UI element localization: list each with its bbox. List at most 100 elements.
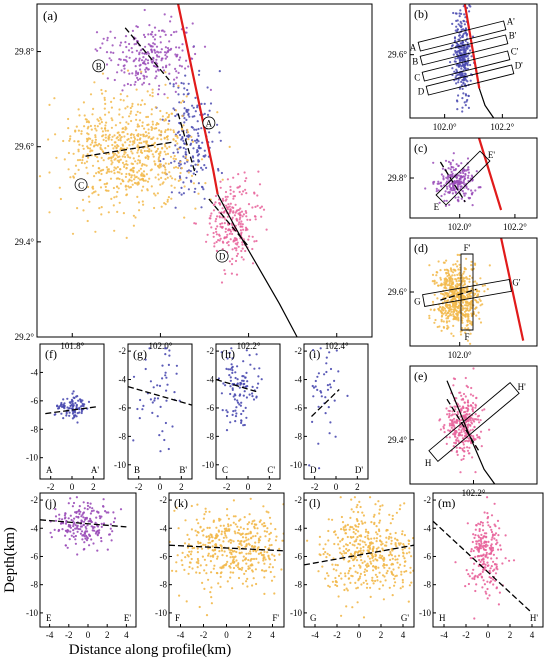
panel-b-point [467, 57, 470, 60]
depth-point [477, 550, 480, 553]
depth-point [350, 508, 353, 511]
depth-point [82, 501, 85, 504]
panel-d-point [468, 303, 471, 306]
depth-point [477, 522, 480, 525]
depth-point [66, 546, 69, 549]
depth-point [497, 534, 500, 537]
panel-c-point [462, 179, 465, 182]
panel-a-point [136, 162, 139, 165]
depth-point [357, 523, 360, 526]
depth-point [196, 551, 199, 554]
depth-point [242, 394, 245, 397]
panel-e-point [454, 408, 457, 411]
panel-e-point [445, 407, 448, 410]
y-axis-title: Depth(km) [2, 527, 18, 593]
panel-a-point [93, 175, 96, 178]
panel-a-point [188, 115, 191, 118]
panel-d-point [470, 312, 473, 315]
panel-a-point [86, 153, 89, 156]
depth-point [352, 531, 355, 534]
panel-a-point [122, 212, 125, 215]
depth-point [235, 412, 238, 415]
panel-a-point [148, 150, 151, 153]
panel-a-point [179, 146, 182, 149]
depth-point [252, 535, 255, 538]
panel-a-point [101, 92, 104, 95]
depth-point [323, 373, 326, 376]
depth-point [183, 542, 187, 545]
cluster-fit-line [124, 27, 170, 81]
depth-point [90, 525, 93, 528]
panel-d-point [468, 274, 471, 278]
panel-d-point [461, 301, 465, 304]
depth-point [275, 535, 278, 538]
panel-c-point [462, 181, 465, 184]
panel-a-point [174, 144, 177, 147]
depth-point [256, 386, 259, 389]
panel-a-point [142, 174, 145, 177]
panel-e-point [462, 441, 465, 444]
panel-e-point [469, 419, 472, 422]
panel-a-point [164, 145, 167, 148]
depth-point [230, 363, 233, 366]
panel-d-point [475, 290, 478, 293]
depth-point [478, 544, 481, 547]
panel-a-point [182, 155, 185, 158]
panel-a-point [104, 113, 107, 116]
panel-d-point [458, 279, 461, 282]
depth-point [340, 614, 343, 617]
panel-d-point [463, 291, 466, 294]
panel-a-point [110, 117, 113, 120]
panel-a-point [147, 157, 150, 160]
panel-a-point [218, 131, 221, 134]
panel-d-point [446, 275, 449, 278]
panel-d-point [454, 289, 457, 292]
panel-d-point [466, 277, 469, 280]
panel-d-point [444, 309, 447, 313]
panel-d-point [455, 286, 458, 289]
x-tick-label: -4 [46, 630, 54, 640]
panel-a-point [166, 96, 169, 99]
depth-point [205, 614, 209, 617]
panel-b-point [459, 9, 462, 12]
panel-a-point [160, 59, 163, 62]
depth-point [82, 520, 86, 523]
panel-d-point [446, 315, 450, 318]
panel-a-point [152, 136, 155, 139]
panel-a-point [118, 58, 121, 61]
depth-point [308, 524, 310, 526]
panel-a-point [84, 118, 87, 121]
depth-fit-line [303, 544, 415, 566]
panel-a-point [128, 72, 131, 75]
depth-point [195, 561, 198, 564]
depth-point [289, 551, 291, 553]
panel-a-point [137, 147, 140, 150]
depth-point [227, 540, 230, 543]
panel-b-point [464, 31, 467, 34]
panel-c-point [454, 191, 457, 194]
panel-a-point [130, 136, 133, 139]
panel-c-point [447, 167, 450, 170]
panel-a-point [97, 167, 100, 170]
panel-e-point [474, 404, 478, 407]
panel-c-point [452, 152, 455, 155]
panel-a-point [103, 98, 106, 101]
depth-point [385, 541, 388, 544]
depth-point [278, 547, 281, 551]
depth-point [399, 587, 402, 590]
panel-d-point [473, 294, 476, 297]
panel-a-point [182, 93, 185, 96]
depth-point [328, 554, 331, 557]
panel-a-point [178, 46, 181, 49]
depth-point [381, 549, 385, 552]
panel-d-point [464, 304, 467, 307]
depth-point [225, 536, 228, 539]
panel-a-point [164, 129, 167, 132]
panel-a-point [156, 68, 160, 71]
depth-point [269, 531, 272, 535]
depth-point [260, 569, 264, 572]
panel-a-point [91, 192, 94, 195]
panel-d-point [433, 282, 436, 285]
depth-point [266, 527, 269, 530]
depth-point [344, 572, 347, 575]
